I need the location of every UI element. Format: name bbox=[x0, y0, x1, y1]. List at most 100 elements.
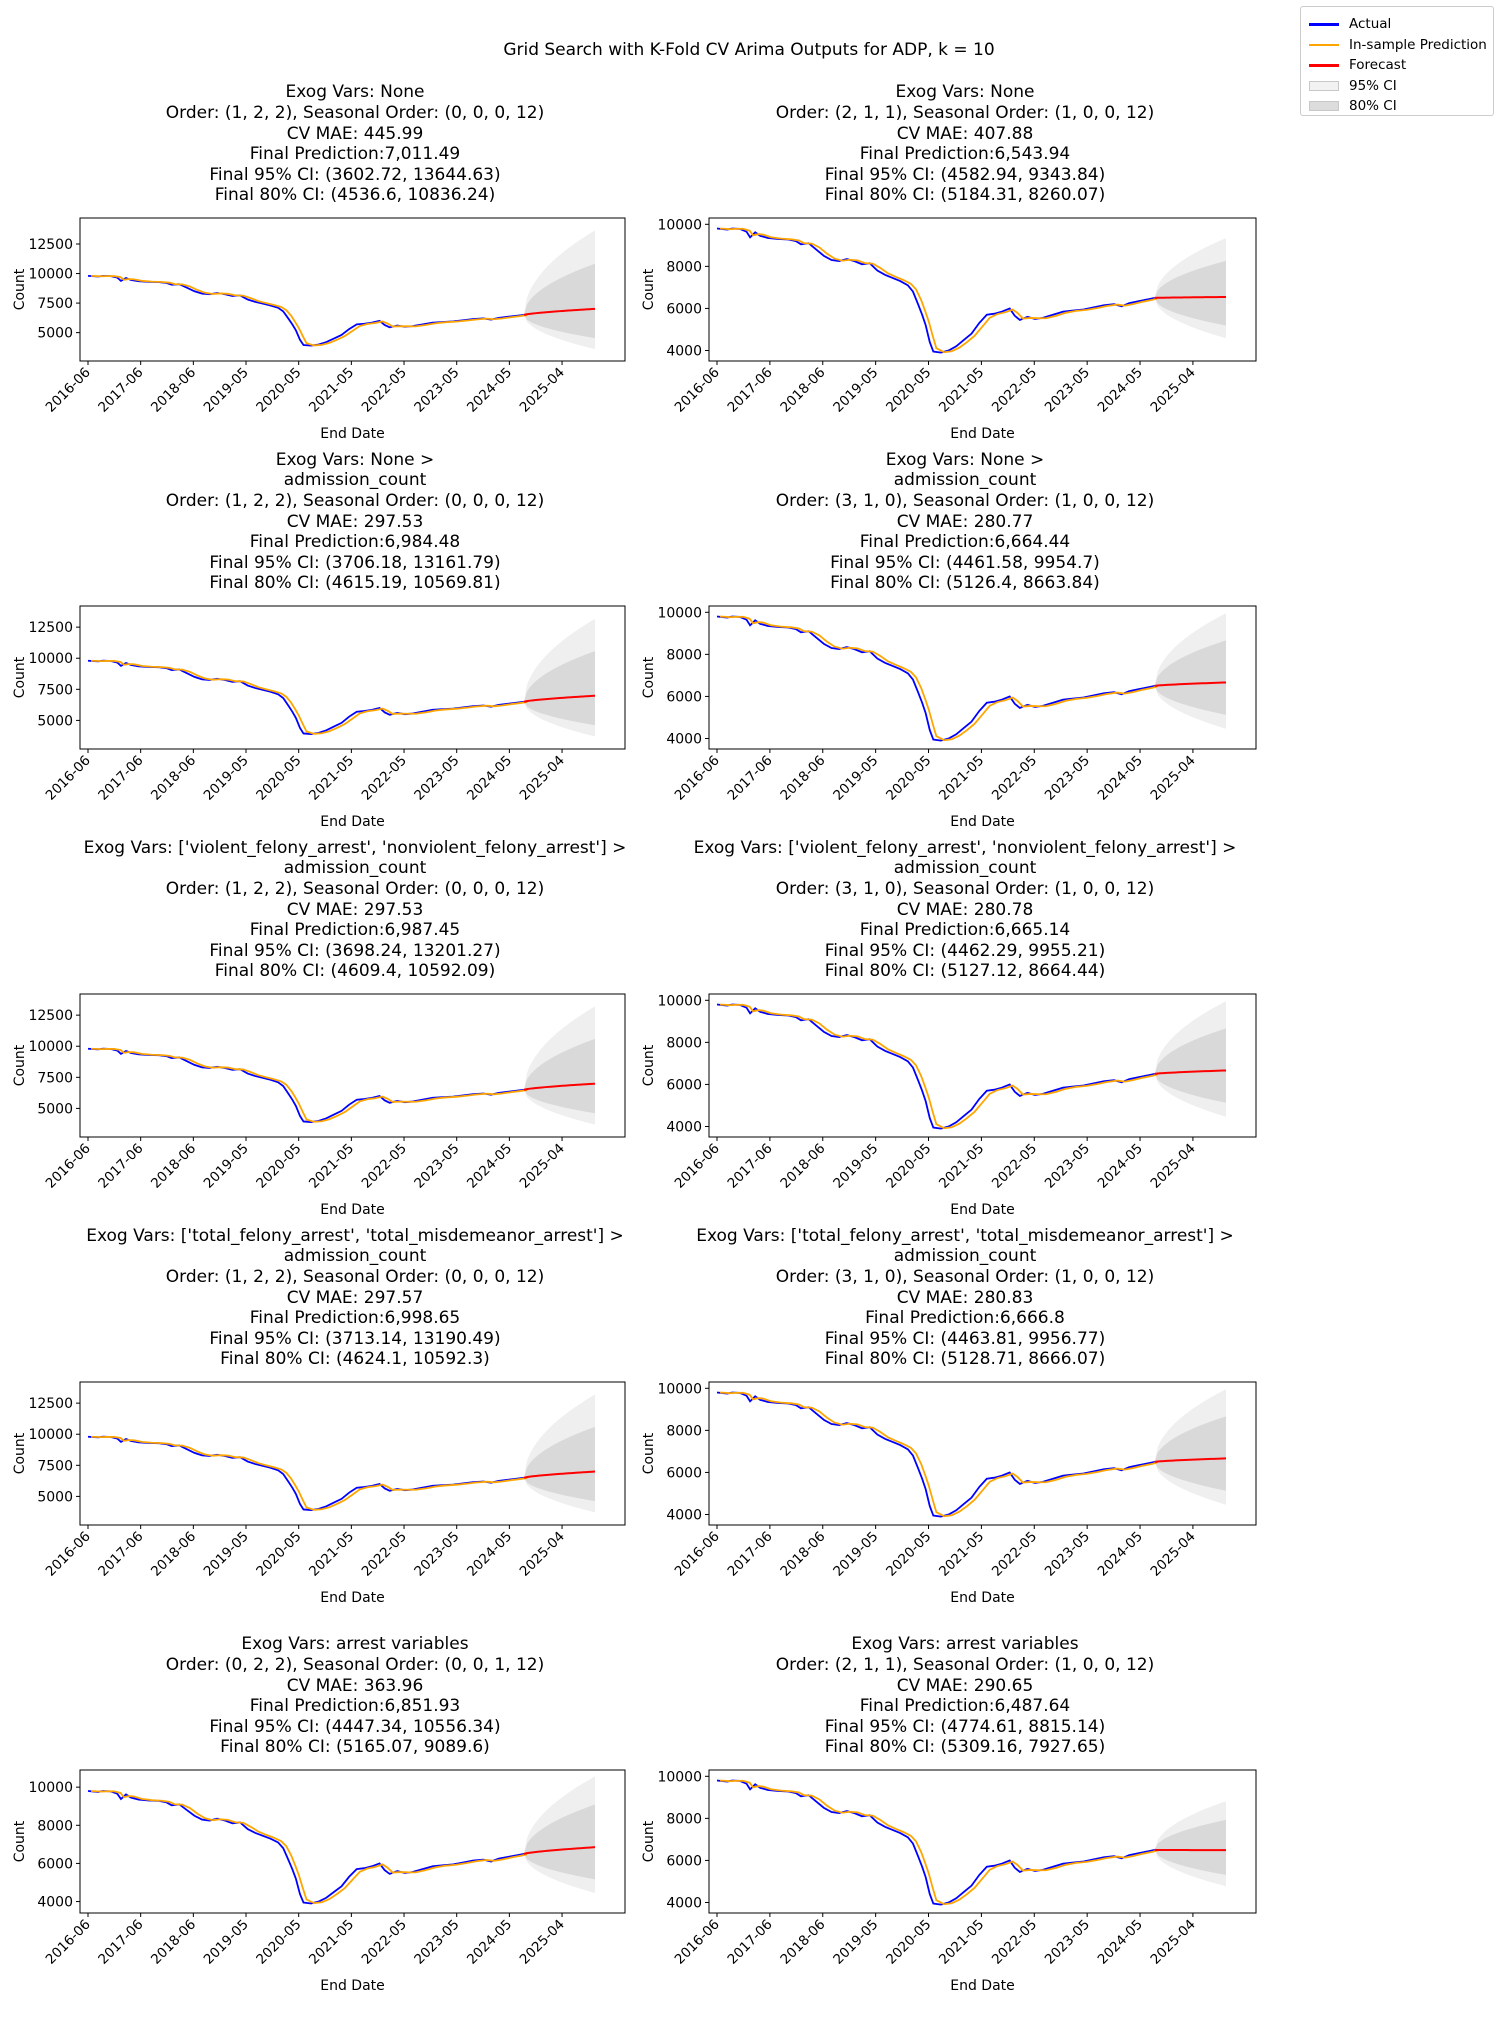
x-tick-label: 2018-06 bbox=[777, 365, 828, 416]
x-tick-label: 2019-05 bbox=[830, 1917, 881, 1968]
y-tick-label: 5000 bbox=[37, 326, 73, 342]
x-tick-label: 2022-05 bbox=[359, 1529, 410, 1580]
x-tick-label: 2017-06 bbox=[95, 1917, 146, 1968]
subplot-title-line: Final 95% CI: (4463.81, 9956.77) bbox=[650, 1329, 1280, 1350]
subplot-title-line: admission_count bbox=[650, 1246, 1280, 1267]
subplot-title-line: Exog Vars: None bbox=[650, 82, 1280, 103]
figure-suptitle: Grid Search with K-Fold CV Arima Outputs… bbox=[0, 40, 1498, 60]
subplot-title-line: Final 80% CI: (5184.31, 8260.07) bbox=[650, 185, 1280, 206]
x-tick-label: 2024-05 bbox=[1095, 1141, 1146, 1192]
legend-entry: 95% CI bbox=[1309, 76, 1397, 96]
actual-series-line bbox=[88, 1437, 524, 1510]
x-tick-label: 2018-06 bbox=[148, 1141, 199, 1192]
y-tick-label: 4000 bbox=[666, 1119, 702, 1135]
subplot-title-line: Final Prediction:6,543.94 bbox=[650, 144, 1280, 165]
x-tick-label: 2021-05 bbox=[936, 1917, 987, 1968]
in-sample-prediction-line bbox=[720, 229, 1158, 353]
x-tick-label: 2018-06 bbox=[777, 1529, 828, 1580]
legend-label: 80% CI bbox=[1349, 98, 1397, 114]
y-axis-label: Count bbox=[12, 1044, 28, 1086]
subplot-title-line: CV MAE: 297.53 bbox=[30, 512, 680, 533]
y-tick-label: 10000 bbox=[28, 651, 73, 667]
x-tick-label: 2017-06 bbox=[725, 753, 776, 804]
x-tick-label: 2019-05 bbox=[201, 1529, 252, 1580]
subplot-title-line: Final 80% CI: (5165.07, 9089.6) bbox=[30, 1737, 680, 1758]
legend-entry: In-sample Prediction bbox=[1309, 35, 1487, 55]
x-tick-label: 2023-05 bbox=[1042, 1917, 1093, 1968]
subplot-title-line: CV MAE: 280.77 bbox=[650, 512, 1280, 533]
subplot-title-line: Exog Vars: ['violent_felony_arrest', 'no… bbox=[650, 838, 1280, 859]
x-tick-label: 2019-05 bbox=[201, 1917, 252, 1968]
x-tick-label: 2025-04 bbox=[1148, 1141, 1199, 1192]
x-tick-label: 2024-05 bbox=[464, 1917, 515, 1968]
subplot-title-line: Final 95% CI: (4582.94, 9343.84) bbox=[650, 165, 1280, 186]
y-tick-label: 10000 bbox=[28, 1780, 73, 1796]
subplot-title-line: Exog Vars: ['violent_felony_arrest', 'no… bbox=[30, 838, 680, 859]
x-axis-label: End Date bbox=[320, 1590, 385, 1606]
x-tick-label: 2024-05 bbox=[1095, 365, 1146, 416]
y-tick-label: 6000 bbox=[37, 1856, 73, 1872]
x-tick-label: 2024-05 bbox=[1095, 753, 1146, 804]
in-sample-prediction-line bbox=[720, 1005, 1158, 1129]
subplot-title-line: Final Prediction:6,987.45 bbox=[30, 920, 680, 941]
x-axis-label: End Date bbox=[320, 1978, 385, 1994]
x-tick-label: 2024-05 bbox=[1095, 1917, 1146, 1968]
x-tick-label: 2020-05 bbox=[883, 1917, 934, 1968]
x-tick-label: 2017-06 bbox=[725, 1141, 776, 1192]
subplot-title-line: Exog Vars: arrest variables bbox=[650, 1634, 1280, 1655]
x-tick-label: 2018-06 bbox=[148, 1529, 199, 1580]
subplot-title-line: Final Prediction:6,487.64 bbox=[650, 1696, 1280, 1717]
subplot-title-line: CV MAE: 280.83 bbox=[650, 1288, 1280, 1309]
y-axis-label: Count bbox=[12, 1432, 28, 1474]
subplot-title: Exog Vars: ['violent_felony_arrest', 'no… bbox=[650, 838, 1280, 982]
y-tick-label: 8000 bbox=[666, 647, 702, 663]
y-tick-label: 10000 bbox=[657, 217, 702, 233]
x-tick-label: 2021-05 bbox=[306, 1529, 357, 1580]
x-tick-label: 2019-05 bbox=[201, 753, 252, 804]
x-axis-label: End Date bbox=[950, 1978, 1015, 1994]
subplot-title-line: Final Prediction:6,666.8 bbox=[650, 1308, 1280, 1329]
x-tick-label: 2025-04 bbox=[517, 753, 568, 804]
actual-series-line bbox=[88, 1049, 524, 1122]
x-tick-label: 2019-05 bbox=[201, 365, 252, 416]
subplot-title: Exog Vars: ['total_felony_arrest', 'tota… bbox=[650, 1226, 1280, 1370]
y-tick-label: 4000 bbox=[666, 1895, 702, 1911]
in-sample-prediction-line bbox=[720, 617, 1158, 741]
subplot-title-line: Order: (1, 2, 2), Seasonal Order: (0, 0,… bbox=[30, 1267, 680, 1288]
y-axis-label: Count bbox=[641, 1820, 657, 1862]
subplot-title-line: Exog Vars: None bbox=[30, 82, 680, 103]
y-tick-label: 4000 bbox=[666, 731, 702, 747]
subplot-title-line: Final 95% CI: (3713.14, 13190.49) bbox=[30, 1329, 680, 1350]
x-tick-label: 2021-05 bbox=[936, 365, 987, 416]
subplot-title-line: Final Prediction:6,664.44 bbox=[650, 532, 1280, 553]
y-tick-label: 6000 bbox=[666, 1853, 702, 1869]
x-tick-label: 2022-05 bbox=[989, 1529, 1040, 1580]
x-tick-label: 2016-06 bbox=[43, 1529, 94, 1580]
x-tick-label: 2023-05 bbox=[1042, 753, 1093, 804]
actual-series-line bbox=[717, 229, 1155, 353]
x-tick-label: 2020-05 bbox=[883, 1529, 934, 1580]
x-axis-label: End Date bbox=[320, 814, 385, 830]
y-tick-label: 12500 bbox=[28, 237, 73, 253]
x-tick-label: 2019-05 bbox=[830, 365, 881, 416]
subplot-title-line: Exog Vars: arrest variables bbox=[30, 1634, 680, 1655]
x-tick-label: 2025-04 bbox=[517, 1529, 568, 1580]
subplot-title-line: Final 80% CI: (5127.12, 8664.44) bbox=[650, 961, 1280, 982]
in-sample-prediction-line bbox=[91, 1437, 527, 1510]
y-tick-label: 4000 bbox=[666, 343, 702, 359]
y-axis-label: Count bbox=[12, 268, 28, 310]
x-tick-label: 2016-06 bbox=[43, 753, 94, 804]
x-tick-label: 2022-05 bbox=[359, 753, 410, 804]
y-tick-label: 10000 bbox=[28, 267, 73, 283]
y-tick-label: 8000 bbox=[37, 1818, 73, 1834]
y-tick-label: 7500 bbox=[37, 296, 73, 312]
y-tick-label: 8000 bbox=[666, 259, 702, 275]
y-tick-label: 10000 bbox=[28, 1427, 73, 1443]
